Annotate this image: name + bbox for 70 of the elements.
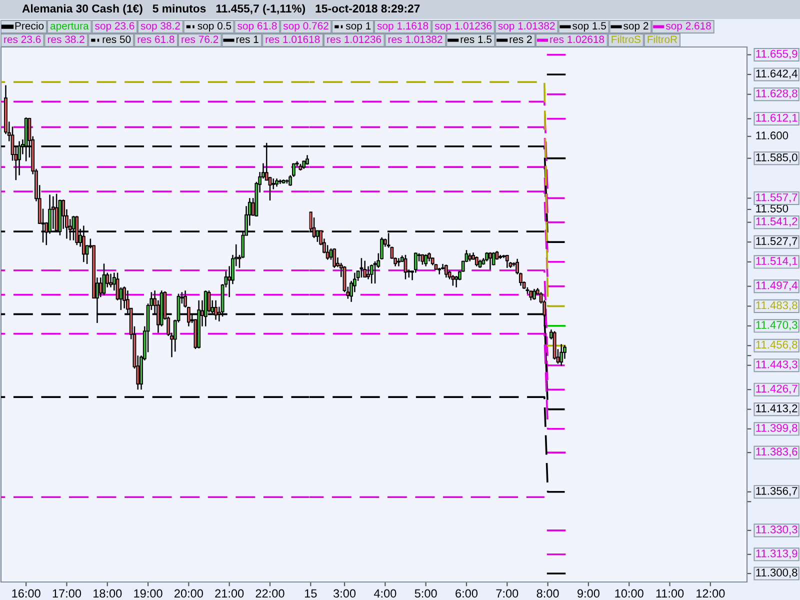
legend-label: sop 2.618 xyxy=(666,22,711,32)
x-tick-label: 3:00 xyxy=(333,589,356,598)
text: res 23.6 xyxy=(4,36,41,44)
text: FiltroS xyxy=(612,35,640,44)
y-tick-label: 11.356,7 xyxy=(756,486,798,496)
legend-label: sop 1.5 xyxy=(572,22,606,32)
text: sop 38.2 xyxy=(140,22,180,32)
text: sop 23.6 xyxy=(95,22,134,32)
text: res 38.2 xyxy=(48,36,84,44)
legend-label: Precio xyxy=(15,22,44,30)
x-tick-label: 21:00 xyxy=(215,589,244,598)
text: res 1.01236 xyxy=(327,36,382,44)
text: FiltroR xyxy=(648,35,678,44)
chart-title: Alemania 30 Cash (1€) 5 minutos 11.455,7 (-1,11%) 15-oct-2018 8:29:27 xyxy=(22,4,420,15)
y-tick-label: 11.399,8 xyxy=(756,424,798,434)
legend-label: res 1.02618 xyxy=(550,36,604,44)
y-tick-label: 11.470,3 xyxy=(756,321,798,330)
x-tick-label: 17:00 xyxy=(52,589,82,598)
legend-label: res 1.5 xyxy=(460,36,492,44)
y-tick-label: 11.456,8 xyxy=(756,340,798,350)
y-tick-label: 11.642,4 xyxy=(756,70,798,79)
y-tick-label: 11.527,7 xyxy=(756,237,798,246)
x-tick-label: 7:00 xyxy=(496,589,518,598)
y-tick-label: 11.628,8 xyxy=(756,89,798,99)
y-tick-label: 11.443,3 xyxy=(756,360,798,370)
text: apertura xyxy=(50,22,89,32)
y-tick-label: 11.483,8 xyxy=(756,301,798,310)
legend-label: sop 2 xyxy=(624,22,648,32)
text: res 76.2 xyxy=(182,36,218,44)
legend-label: res 50 xyxy=(102,36,131,44)
legend-label: res 1 xyxy=(236,36,258,44)
text: sop 1.1618 xyxy=(377,22,428,32)
y-tick-label: 11.541,2 xyxy=(756,217,798,227)
y-tick-label: 11.612,1 xyxy=(756,114,798,124)
y-tick-label: 11.413,2 xyxy=(756,404,798,414)
y-tick-label: 11.383,6 xyxy=(756,448,798,457)
text: res 61.8 xyxy=(138,36,174,44)
text: res 1.01618 xyxy=(266,36,320,44)
x-tick-label: 18:00 xyxy=(94,589,122,598)
y-tick-label: 11.557,7 xyxy=(756,193,798,203)
y-tick-label: 11.600 xyxy=(756,132,788,140)
x-tick-label: 19:00 xyxy=(134,589,162,598)
y-tick-label: 11.585,0 xyxy=(756,153,798,163)
text: sop 0.762 xyxy=(283,22,328,32)
x-tick-label: 15 xyxy=(304,589,317,598)
x-tick-label: 16:00 xyxy=(12,589,40,598)
y-tick-label: 11.313,9 xyxy=(756,550,798,559)
y-tick-label: 11.655,9 xyxy=(756,50,798,60)
text: sop 61.8 xyxy=(238,22,277,32)
y-tick-label: 11.426,7 xyxy=(756,384,798,394)
y-tick-label: 11.497,4 xyxy=(756,281,798,291)
x-tick-label: 11:00 xyxy=(656,589,684,598)
x-tick-label: 8:00 xyxy=(536,589,559,598)
y-tick-label: 11.300,8 xyxy=(756,568,798,578)
text: sop 1.01236 xyxy=(434,22,492,32)
y-tick-label: 11.330,3 xyxy=(756,526,798,535)
legend-label: res 2 xyxy=(510,36,532,44)
x-tick-label: 6:00 xyxy=(456,589,478,598)
text: sop 1.01382 xyxy=(498,22,555,32)
x-tick-label: 10:00 xyxy=(615,589,644,598)
x-tick-label: 9:00 xyxy=(578,589,600,598)
x-tick-label: 5:00 xyxy=(414,589,437,598)
x-tick-label: 20:00 xyxy=(174,589,203,598)
legend-label: sop 1 xyxy=(346,22,371,32)
y-tick-label: 11.514,1 xyxy=(756,257,798,266)
x-tick-label: 22:00 xyxy=(256,589,284,598)
text: res 1.01382 xyxy=(388,36,442,44)
legend-label: sop 0.5 xyxy=(198,22,232,32)
x-tick-label: 12:00 xyxy=(696,589,725,598)
x-tick-label: 4:00 xyxy=(374,589,396,598)
